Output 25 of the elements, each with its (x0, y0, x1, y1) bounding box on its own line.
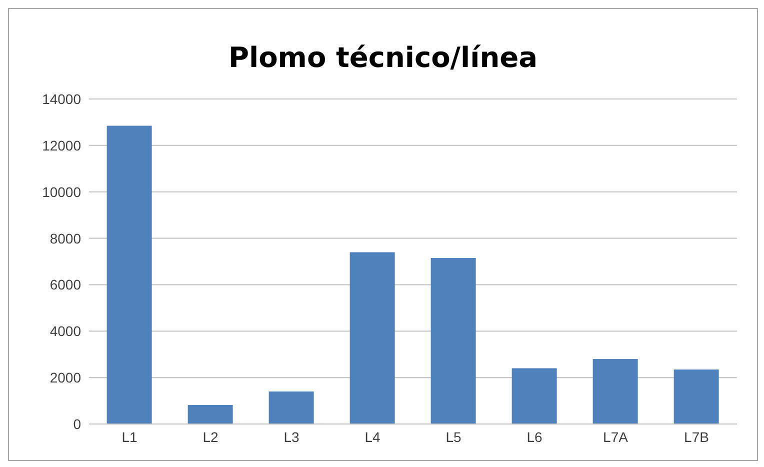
y-tick-label: 2000 (50, 370, 82, 386)
x-tick-label: L5 (446, 428, 462, 445)
y-tick-label: 12000 (42, 137, 82, 154)
x-tick-label: L6 (526, 428, 542, 445)
bar (592, 359, 638, 424)
y-tick-label: 10000 (42, 184, 82, 200)
x-tick-label: L2 (202, 428, 218, 445)
bar (268, 392, 314, 424)
y-tick-label: 0 (73, 416, 82, 432)
bar (188, 404, 233, 424)
y-tick-label: 14000 (42, 90, 82, 107)
y-tick-label: 8000 (50, 230, 82, 246)
x-tick-label: L7A (603, 428, 629, 445)
x-tick-label: L3 (284, 428, 300, 445)
bar (106, 126, 152, 424)
chart-title: Plomo técnico/línea (227, 40, 539, 76)
x-tick-label: L7B (684, 428, 709, 445)
y-tick-label: 4000 (50, 323, 82, 340)
y-tick-label: 6000 (50, 276, 82, 293)
bar (430, 258, 476, 424)
x-tick-label: L1 (122, 428, 138, 445)
x-tick-label: L4 (364, 428, 380, 445)
bar (512, 368, 557, 424)
bar (350, 252, 395, 424)
bar (674, 369, 719, 424)
